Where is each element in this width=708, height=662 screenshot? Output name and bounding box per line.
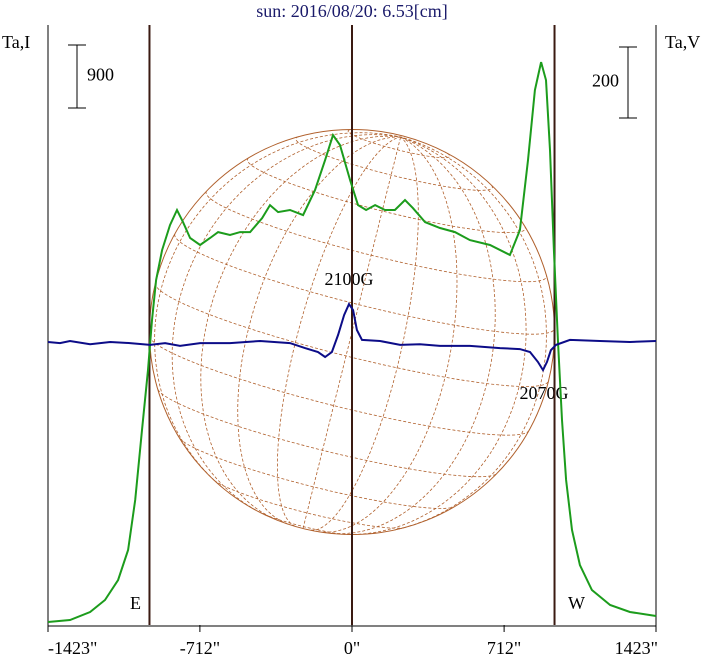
disc-grid [247, 157, 526, 233]
x-tick-label: 712" [487, 638, 521, 658]
annotation: 2100G [325, 269, 374, 289]
disc-grid [347, 129, 451, 159]
scale-bar-label: 900 [87, 65, 114, 85]
x-tick-label: 1423" [615, 638, 658, 658]
scale-bar-label: 200 [592, 71, 619, 91]
disc-grid [157, 389, 497, 478]
limb-label: W [568, 593, 585, 613]
y2-axis-label: Ta,V [665, 32, 700, 52]
disc-grid [348, 136, 527, 535]
disc-grid [154, 132, 401, 488]
scale-bar [68, 44, 86, 109]
disc-grid [260, 512, 349, 535]
x-tick-label: -712" [180, 638, 220, 658]
y-axis-label: Ta,I [2, 32, 30, 52]
disc-grid [154, 282, 549, 387]
disc-grid [171, 134, 401, 513]
chart-title: sun: 2016/08/20: 6.53[cm] [256, 1, 448, 21]
annotation: 2070G [520, 383, 569, 403]
disc-grid [311, 136, 419, 531]
disc-grid [237, 136, 401, 525]
disc-grid [277, 136, 401, 527]
series-line [47, 302, 657, 373]
limb-label: E [130, 593, 141, 613]
disc-grid [213, 479, 405, 529]
disc-grid [205, 190, 547, 283]
disc-grid [174, 234, 555, 335]
disc-grid [149, 336, 529, 436]
disc-grid [332, 136, 496, 535]
series-line [47, 61, 657, 623]
disc-grid [318, 136, 458, 533]
x-tick-label: -1423" [48, 638, 97, 658]
disc-grid [302, 136, 401, 529]
scale-bar [619, 46, 637, 119]
disc-grid [295, 136, 493, 191]
disc-grid [394, 136, 547, 531]
x-tick-label: 0" [344, 638, 360, 658]
disc-grid [179, 438, 455, 509]
